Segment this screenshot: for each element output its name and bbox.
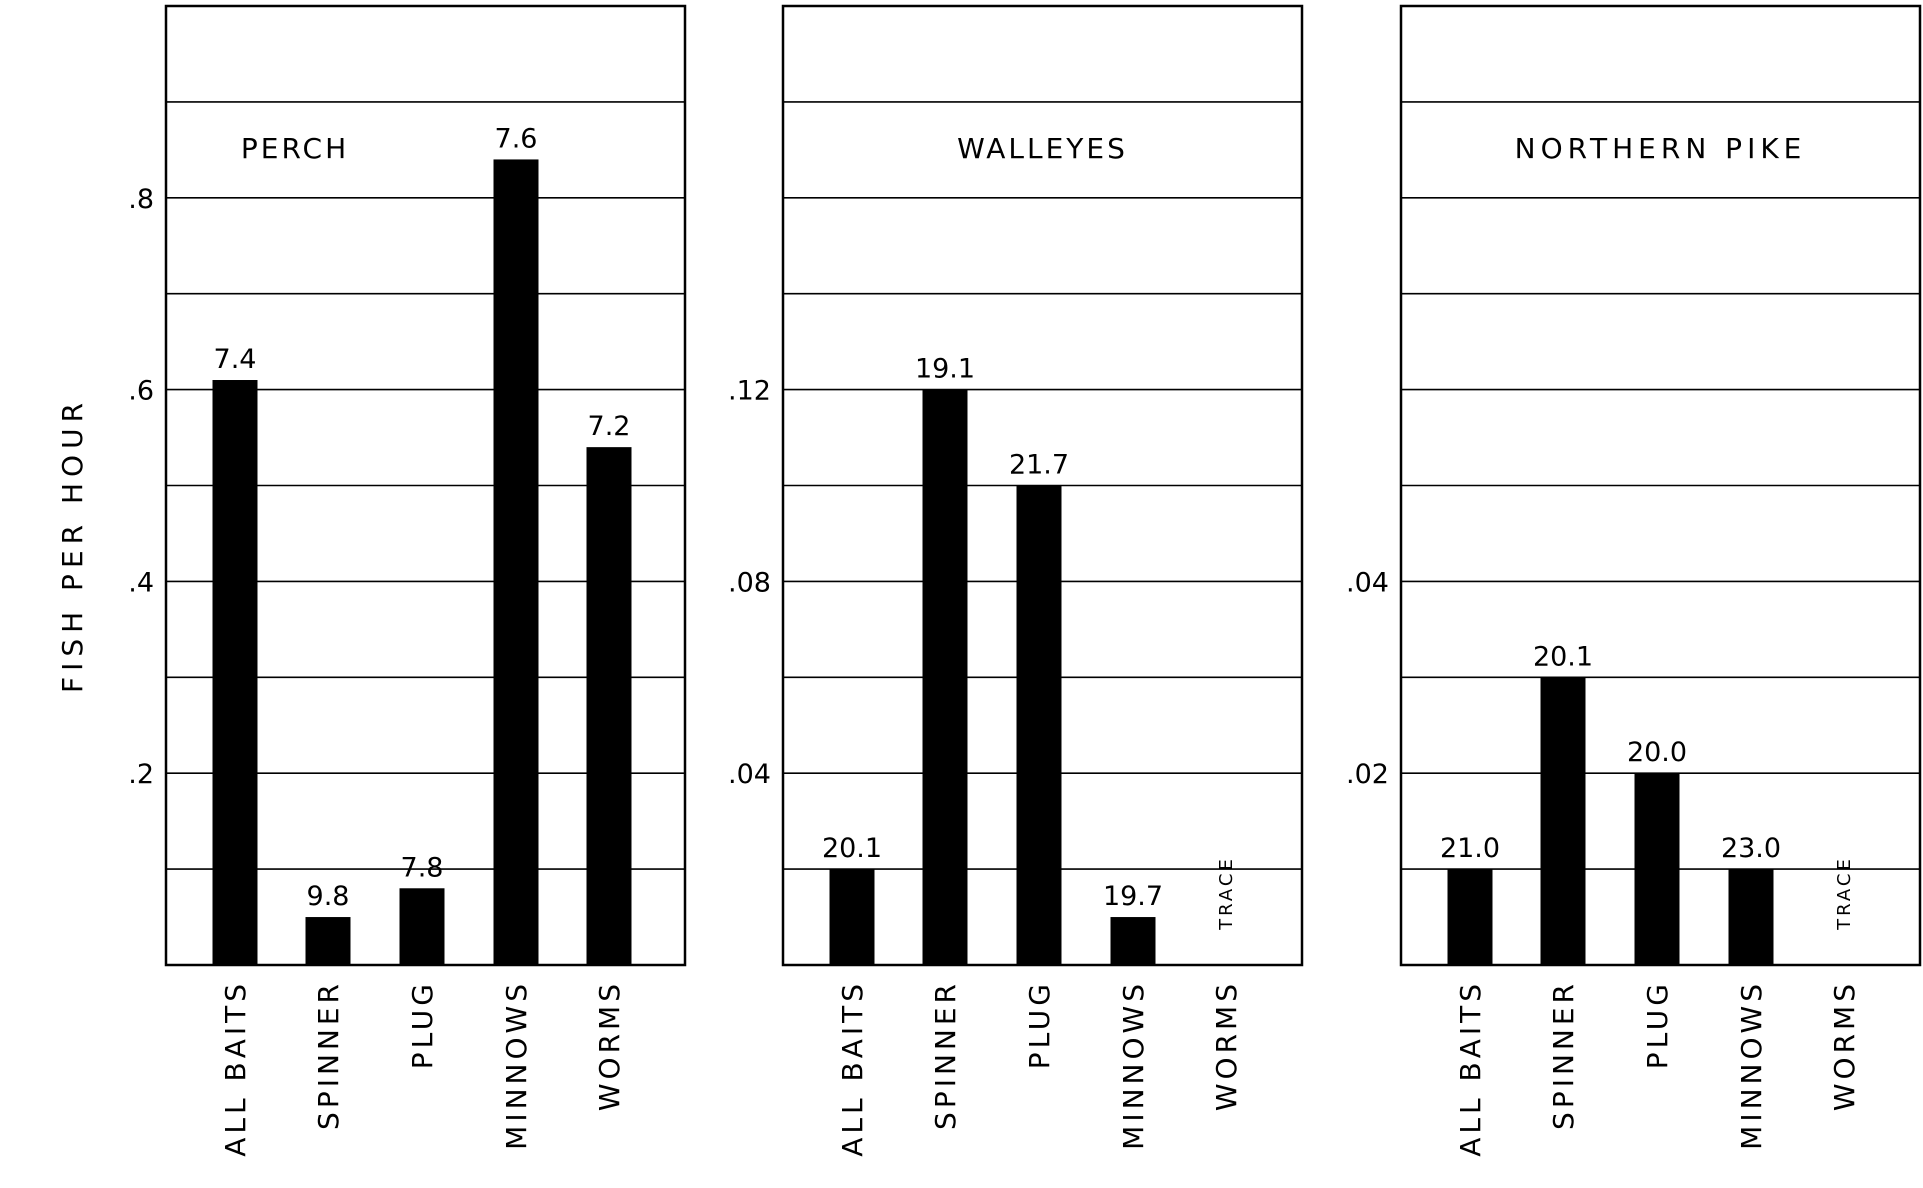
perch-bar-plug: [399, 888, 445, 965]
walleyes-bar-all-baits: [829, 869, 875, 965]
walleyes-panel-title: WALLEYES: [957, 132, 1128, 165]
perch-bar-label-spinner: 9.8: [307, 881, 350, 912]
walleyes-bar-label-minnows: 19.7: [1103, 881, 1163, 912]
perch-category-label-all-baits: ALL BAITS: [219, 980, 252, 1157]
walleyes-trace-label-worms: TRACE: [1216, 856, 1237, 931]
perch-category-label-minnows: MINNOWS: [500, 980, 533, 1150]
northern-pike-category-label-all-baits: ALL BAITS: [1454, 980, 1487, 1157]
perch-category-label-spinner: SPINNER: [312, 980, 345, 1130]
northern-pike-category-label-worms: WORMS: [1828, 980, 1861, 1111]
perch-panel-title: PERCH: [241, 132, 349, 165]
northern-pike-trace-label-worms: TRACE: [1834, 856, 1855, 931]
perch-ytick-label: .6: [128, 376, 154, 407]
northern-pike-ytick-label: .02: [1346, 759, 1389, 790]
northern-pike-category-label-plug: PLUG: [1641, 980, 1674, 1069]
perch-bar-all-baits: [212, 380, 258, 965]
northern-pike-bar-plug: [1634, 773, 1680, 965]
walleyes-ytick-label: .08: [728, 567, 771, 598]
walleyes-ytick-label: .04: [728, 759, 771, 790]
northern-pike-bar-all-baits: [1447, 869, 1493, 965]
perch-category-label-plug: PLUG: [406, 980, 439, 1069]
y-axis-label: FISH PER HOUR: [56, 397, 89, 693]
northern-pike-bar-minnows: [1728, 869, 1774, 965]
walleyes-bar-spinner: [922, 389, 968, 966]
northern-pike-category-label-spinner: SPINNER: [1547, 980, 1580, 1130]
northern-pike-bar-label-minnows: 23.0: [1721, 833, 1781, 864]
perch-ytick-label: .2: [128, 759, 154, 790]
perch-panel-frame: [164, 4, 687, 967]
perch-ytick-label: .4: [128, 567, 154, 598]
walleyes-bar-label-all-baits: 20.1: [822, 833, 882, 864]
walleyes-bar-plug: [1016, 485, 1062, 965]
walleyes-ytick-label: .12: [728, 376, 771, 407]
northern-pike-bar-label-all-baits: 21.0: [1440, 833, 1500, 864]
bars-layer: [212, 159, 1774, 966]
northern-pike-bar-spinner: [1540, 677, 1586, 965]
perch-ytick-label: .8: [128, 184, 154, 215]
northern-pike-panel-frame: [1399, 4, 1922, 967]
northern-pike-bar-label-spinner: 20.1: [1533, 641, 1593, 672]
walleyes-category-label-minnows: MINNOWS: [1117, 980, 1150, 1150]
perch-category-label-worms: WORMS: [593, 980, 626, 1111]
walleyes-category-label-plug: PLUG: [1023, 980, 1056, 1069]
perch-bar-worms: [586, 447, 632, 965]
frames-layer: [164, 4, 1922, 967]
perch-bar-label-minnows: 7.6: [495, 123, 538, 154]
text-layer: PERCH .2 .4 .6 .8 7.4 ALL BAITS 9.8 SPINNER 7.8 PL…: [128, 123, 1861, 1156]
walleyes-category-label-spinner: SPINNER: [929, 980, 962, 1130]
northern-pike-panel-title: NORTHERN PIKE: [1515, 132, 1807, 165]
walleyes-panel-frame: [781, 4, 1304, 967]
perch-bar-spinner: [305, 917, 351, 965]
northern-pike-category-label-minnows: MINNOWS: [1735, 980, 1768, 1150]
northern-pike-ytick-label: .04: [1346, 567, 1389, 598]
perch-bar-label-plug: 7.8: [401, 852, 444, 883]
northern-pike-bar-label-plug: 20.0: [1627, 737, 1687, 768]
walleyes-category-label-all-baits: ALL BAITS: [836, 980, 869, 1157]
walleyes-category-label-worms: WORMS: [1210, 980, 1243, 1111]
perch-bar-minnows: [493, 159, 539, 965]
walleyes-bar-label-spinner: 19.1: [915, 354, 975, 385]
perch-bar-label-worms: 7.2: [588, 411, 631, 442]
walleyes-bar-minnows: [1110, 917, 1156, 965]
perch-bar-label-all-baits: 7.4: [214, 344, 257, 375]
walleyes-bar-label-plug: 21.7: [1009, 450, 1069, 481]
